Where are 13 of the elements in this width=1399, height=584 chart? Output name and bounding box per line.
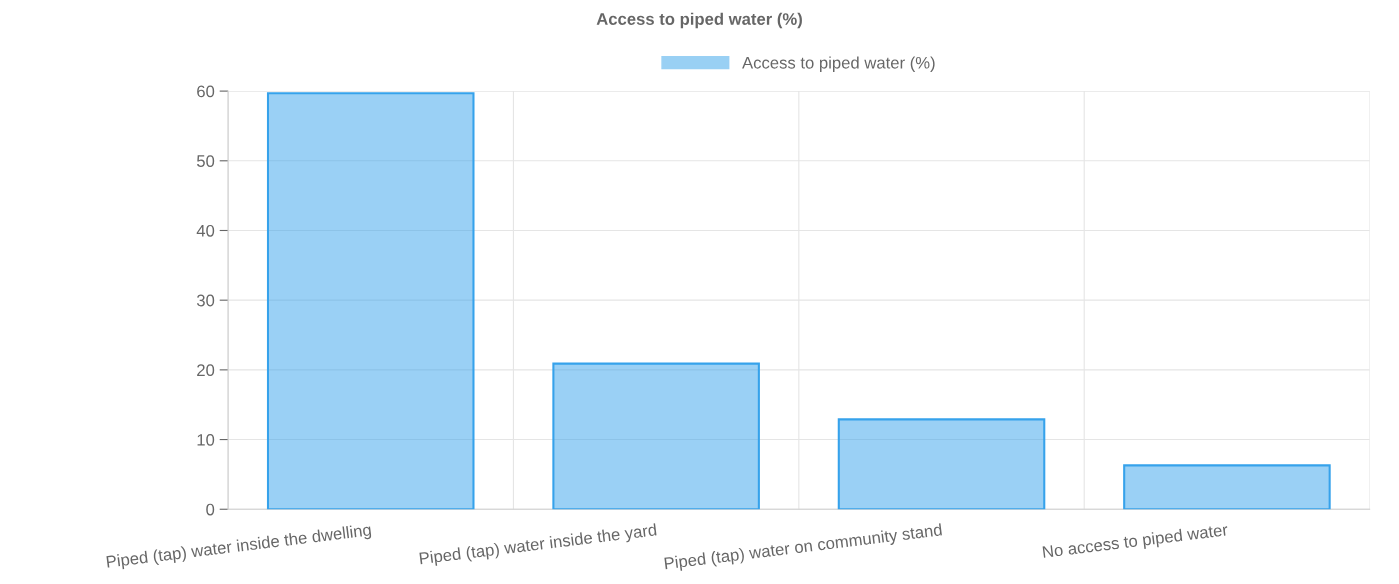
y-tick-label: 0 bbox=[206, 503, 215, 516]
chart-title: Access to piped water (%) bbox=[596, 12, 802, 29]
x-tick-label: Piped (tap) water inside the yard bbox=[419, 523, 657, 568]
x-tick-label: No access to piped water bbox=[1042, 523, 1229, 562]
y-tick-label: 20 bbox=[197, 364, 215, 377]
y-tick-label: 40 bbox=[196, 224, 215, 237]
legend-label: Access to piped water (%) bbox=[742, 56, 935, 72]
y-tick-label: 60 bbox=[197, 85, 215, 98]
x-tick-label: Piped (tap) water inside the dwelling bbox=[106, 523, 372, 572]
y-tick-label: 30 bbox=[196, 294, 215, 307]
y-tick-label: 50 bbox=[196, 155, 215, 167]
y-tick-label: 10 bbox=[197, 433, 215, 446]
x-tick-label: Piped (tap) water on community stand bbox=[664, 523, 943, 573]
